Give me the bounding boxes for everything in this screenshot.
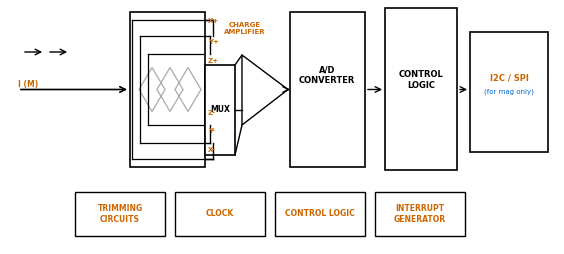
Text: Z-: Z- xyxy=(208,110,216,116)
Text: X-: X- xyxy=(208,147,215,153)
Text: CLOCK: CLOCK xyxy=(206,210,234,218)
Bar xyxy=(275,192,365,236)
Text: I (M): I (M) xyxy=(18,80,38,89)
Text: Z+: Z+ xyxy=(208,58,219,64)
Polygon shape xyxy=(242,55,288,125)
Text: TRIMMING
CIRCUITS: TRIMMING CIRCUITS xyxy=(98,204,143,224)
Text: X+: X+ xyxy=(208,18,219,24)
Bar xyxy=(375,192,465,236)
Bar xyxy=(75,192,165,236)
Bar xyxy=(470,32,548,152)
Bar xyxy=(385,8,457,170)
Text: I2C / SPI: I2C / SPI xyxy=(490,73,528,83)
Bar xyxy=(290,12,365,167)
Text: A/D
CONVERTER: A/D CONVERTER xyxy=(299,65,355,85)
Text: CONTROL
LOGIC: CONTROL LOGIC xyxy=(399,70,443,90)
Bar xyxy=(130,12,205,167)
Text: Y+: Y+ xyxy=(208,39,219,45)
Text: CONTROL LOGIC: CONTROL LOGIC xyxy=(285,210,355,218)
Bar xyxy=(175,192,265,236)
Text: (for mag only): (for mag only) xyxy=(484,89,534,95)
Text: CHARGE
AMPLIFIER: CHARGE AMPLIFIER xyxy=(224,22,266,35)
Text: MUX: MUX xyxy=(210,105,230,115)
Text: INTERRUPT
GENERATOR: INTERRUPT GENERATOR xyxy=(394,204,446,224)
Text: Y-: Y- xyxy=(208,128,215,134)
Bar xyxy=(205,65,235,155)
